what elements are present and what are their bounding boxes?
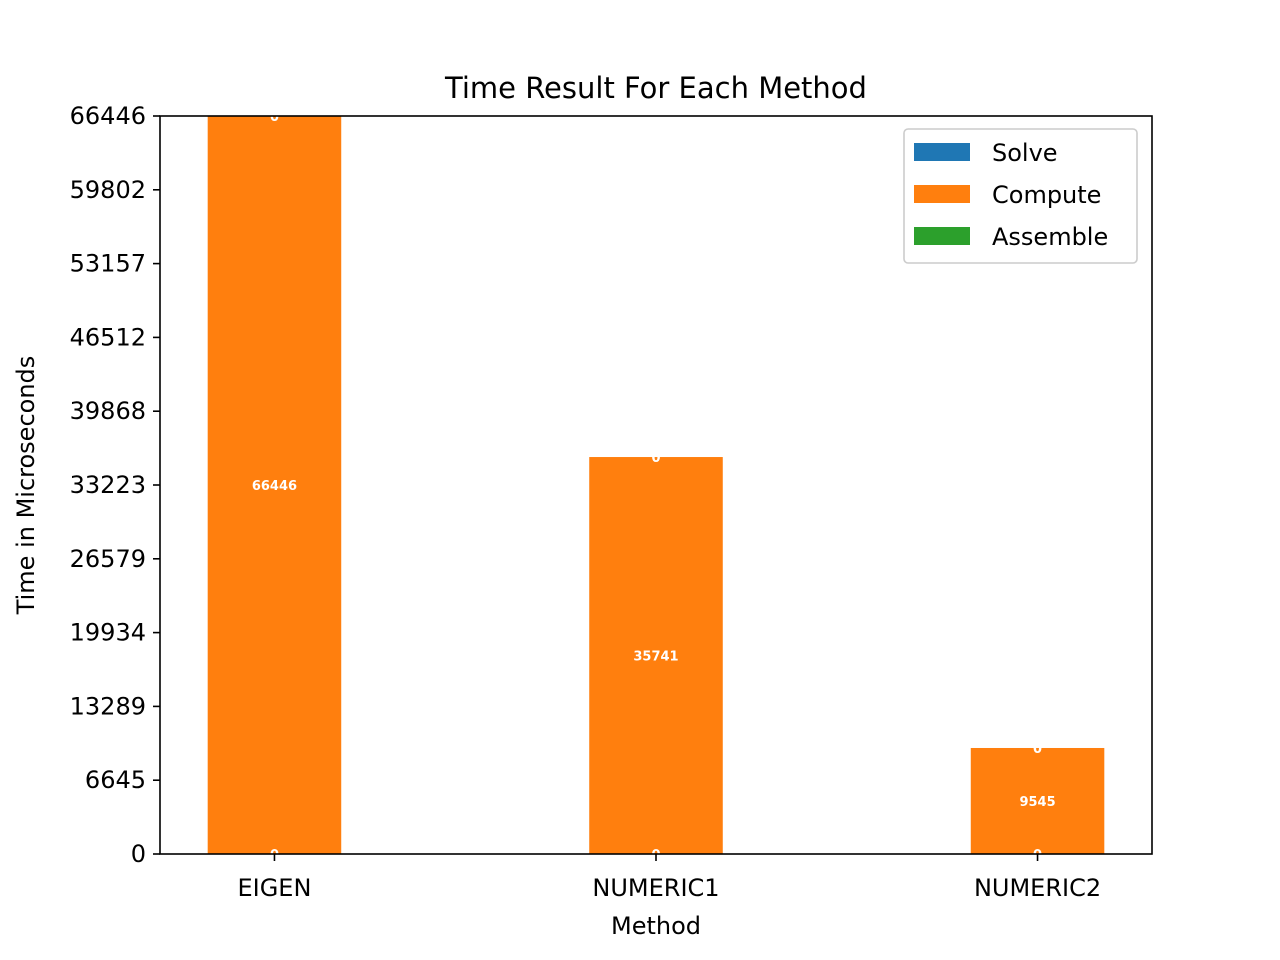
bar-label-solve-numeric1: 0	[651, 451, 660, 466]
legend-label-compute: Compute	[992, 181, 1101, 209]
bar-label-compute-numeric1: 35741	[633, 650, 678, 665]
bar-label-solve-numeric2: 0	[1033, 742, 1042, 757]
y-tick-label: 46512	[70, 323, 146, 351]
legend-label-assemble: Assemble	[992, 223, 1108, 251]
y-tick-label: 13289	[70, 692, 146, 720]
bars-layer	[207, 116, 1105, 854]
legend-label-solve: Solve	[992, 139, 1058, 167]
y-tick-label: 53157	[70, 250, 146, 278]
bar-label-compute-eigen: 66446	[252, 479, 297, 494]
legend-swatch-assemble	[914, 227, 970, 245]
y-tick-label: 59802	[70, 176, 146, 204]
y-axis-label: Time in Microseconds	[12, 356, 40, 616]
x-axis: EIGEN NUMERIC1 NUMERIC2	[237, 854, 1101, 902]
y-tick-label: 6645	[85, 766, 146, 794]
chart-title: Time Result For Each Method	[444, 71, 867, 105]
bar-compute-eigen	[207, 116, 342, 854]
x-tick-label: EIGEN	[237, 874, 311, 902]
x-axis-label: Method	[611, 912, 701, 940]
y-tick-label: 39868	[70, 397, 146, 425]
x-tick-label: NUMERIC1	[592, 874, 719, 902]
y-tick-label: 66446	[70, 102, 146, 130]
legend-swatch-compute	[914, 185, 970, 203]
bar-compute-numeric1	[589, 457, 723, 854]
legend: Solve Compute Assemble	[903, 128, 1138, 264]
legend-swatch-solve	[914, 143, 970, 161]
bar-label-compute-numeric2: 9545	[1019, 795, 1055, 810]
y-tick-label: 0	[131, 840, 146, 868]
x-tick-label: NUMERIC2	[974, 874, 1101, 902]
bar-label-solve-eigen: 0	[270, 110, 279, 125]
y-tick-label: 33223	[70, 471, 146, 499]
bar-compute-numeric2	[970, 747, 1105, 854]
y-tick-label: 19934	[70, 619, 146, 647]
y-tick-label: 26579	[70, 545, 146, 573]
y-axis: 0 6645 13289 19934 26579 33223 39868 46512 53157…	[70, 102, 160, 868]
